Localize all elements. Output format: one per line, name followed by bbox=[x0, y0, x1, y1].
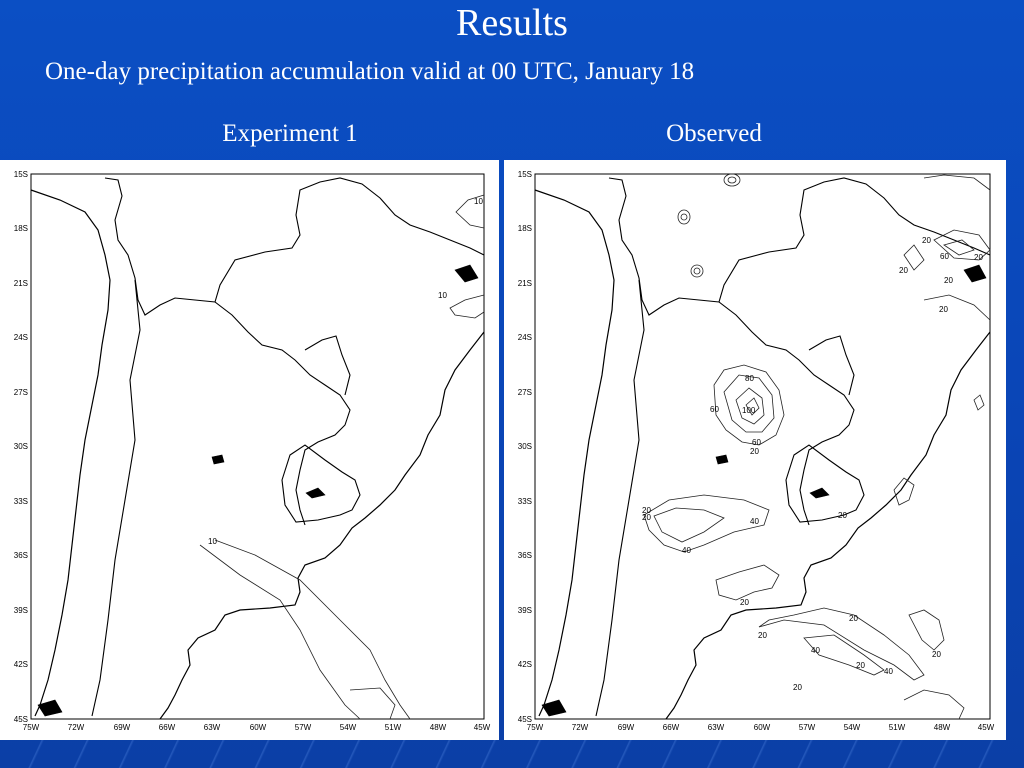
lon-tick: 66W bbox=[663, 723, 680, 732]
contour-label: 10 bbox=[438, 291, 447, 300]
lat-tick: 21S bbox=[518, 279, 532, 288]
contour-label: 100 bbox=[742, 406, 756, 415]
contour-label: 60 bbox=[752, 438, 761, 447]
lon-tick: 54W bbox=[844, 723, 861, 732]
contour-labels: 80 100 60 60 20 20 20 40 40 20 20 20 40 … bbox=[642, 236, 983, 692]
contour-label: 20 bbox=[849, 614, 858, 623]
coastline bbox=[30, 189, 485, 720]
lon-tick: 48W bbox=[430, 723, 447, 732]
islands bbox=[541, 264, 987, 717]
lat-tick: 42S bbox=[518, 660, 532, 669]
contour-label: 20 bbox=[642, 513, 651, 522]
slide-title: Results bbox=[456, 2, 568, 44]
contour-label: 60 bbox=[710, 405, 719, 414]
lat-tick: 39S bbox=[14, 606, 28, 615]
lon-tick: 69W bbox=[114, 723, 131, 732]
contour-label: 20 bbox=[856, 661, 865, 670]
contour-label: 20 bbox=[793, 683, 802, 692]
lon-tick: 57W bbox=[799, 723, 816, 732]
lat-tick: 45S bbox=[14, 715, 28, 724]
lon-tick: 63W bbox=[204, 723, 221, 732]
lon-tick: 72W bbox=[572, 723, 589, 732]
lon-tick: 60W bbox=[250, 723, 267, 732]
contour-label: 40 bbox=[682, 546, 691, 555]
country-borders bbox=[91, 177, 485, 717]
contour-label: 20 bbox=[642, 506, 651, 515]
contour-label: 20 bbox=[838, 511, 847, 520]
precip-contours bbox=[643, 173, 991, 720]
coastline bbox=[534, 189, 991, 720]
contour-label: 20 bbox=[939, 305, 948, 314]
lat-tick: 27S bbox=[14, 388, 28, 397]
contour-label: 60 bbox=[940, 252, 949, 261]
lon-tick: 51W bbox=[385, 723, 402, 732]
lon-tick-labels: 75W 72W 69W 66W 63W 60W 57W 54W 51W 48W … bbox=[23, 723, 491, 732]
lon-tick: 45W bbox=[978, 723, 995, 732]
lon-tick: 57W bbox=[295, 723, 312, 732]
lat-tick: 18S bbox=[14, 224, 28, 233]
country-borders bbox=[595, 177, 991, 717]
lat-tick: 45S bbox=[518, 715, 532, 724]
contour-label: 20 bbox=[750, 447, 759, 456]
contour-label: 40 bbox=[811, 646, 820, 655]
lon-tick: 45W bbox=[474, 723, 491, 732]
contour-label: 20 bbox=[740, 598, 749, 607]
contour-label: 40 bbox=[884, 667, 893, 676]
lat-tick: 36S bbox=[518, 551, 532, 560]
lat-tick: 33S bbox=[518, 497, 532, 506]
map-frame bbox=[534, 173, 991, 720]
lon-tick: 51W bbox=[889, 723, 906, 732]
lon-tick: 72W bbox=[68, 723, 85, 732]
background-decoration bbox=[0, 738, 1024, 768]
map-frame bbox=[30, 173, 485, 720]
lon-tick: 75W bbox=[527, 723, 544, 732]
lat-tick: 30S bbox=[518, 442, 532, 451]
contour-label: 10 bbox=[208, 537, 217, 546]
lat-tick-labels: 15S 18S 21S 24S 27S 30S 33S 36S 39S 42S … bbox=[14, 170, 28, 724]
lon-tick: 66W bbox=[159, 723, 176, 732]
contour-labels: 10 10 10 bbox=[208, 197, 483, 546]
lon-tick: 63W bbox=[708, 723, 725, 732]
contour-label: 20 bbox=[944, 276, 953, 285]
lat-tick: 39S bbox=[518, 606, 532, 615]
lat-tick: 15S bbox=[518, 170, 532, 179]
contour-label: 20 bbox=[758, 631, 767, 640]
islands bbox=[37, 264, 479, 717]
lon-tick-labels: 75W 72W 69W 66W 63W 60W 57W 54W 51W 48W … bbox=[527, 723, 995, 732]
panel-label-observed: Observed bbox=[666, 120, 762, 147]
contour-label: 40 bbox=[750, 517, 759, 526]
lat-tick-labels: 15S 18S 21S 24S 27S 30S 33S 36S 39S 42S … bbox=[518, 170, 532, 724]
lat-tick: 15S bbox=[14, 170, 28, 179]
map-panel-observed: 15S 18S 21S 24S 27S 30S 33S 36S 39S 42S … bbox=[504, 160, 1006, 740]
lon-tick: 75W bbox=[23, 723, 40, 732]
lat-tick: 27S bbox=[518, 388, 532, 397]
lon-tick: 48W bbox=[934, 723, 951, 732]
lat-tick: 21S bbox=[14, 279, 28, 288]
contour-label: 20 bbox=[932, 650, 941, 659]
lat-tick: 18S bbox=[518, 224, 532, 233]
contour-label: 80 bbox=[745, 374, 754, 383]
lon-tick: 60W bbox=[754, 723, 771, 732]
contour-label: 20 bbox=[974, 253, 983, 262]
contour-label: 10 bbox=[474, 197, 483, 206]
lat-tick: 36S bbox=[14, 551, 28, 560]
lon-tick: 54W bbox=[340, 723, 357, 732]
contour-label: 20 bbox=[922, 236, 931, 245]
lon-tick: 69W bbox=[618, 723, 635, 732]
map-panel-experiment: 15S 18S 21S 24S 27S 30S 33S 36S 39S 42S … bbox=[0, 160, 499, 740]
contour-label: 20 bbox=[899, 266, 908, 275]
panel-label-experiment: Experiment 1 bbox=[222, 120, 358, 147]
lat-tick: 30S bbox=[14, 442, 28, 451]
map-observed: 15S 18S 21S 24S 27S 30S 33S 36S 39S 42S … bbox=[518, 170, 995, 732]
slide-subtitle: One-day precipitation accumulation valid… bbox=[45, 58, 695, 85]
lat-tick: 24S bbox=[518, 333, 532, 342]
lat-tick: 33S bbox=[14, 497, 28, 506]
lat-tick: 42S bbox=[14, 660, 28, 669]
map-experiment: 15S 18S 21S 24S 27S 30S 33S 36S 39S 42S … bbox=[14, 170, 491, 732]
precip-contours bbox=[199, 194, 485, 720]
lat-tick: 24S bbox=[14, 333, 28, 342]
